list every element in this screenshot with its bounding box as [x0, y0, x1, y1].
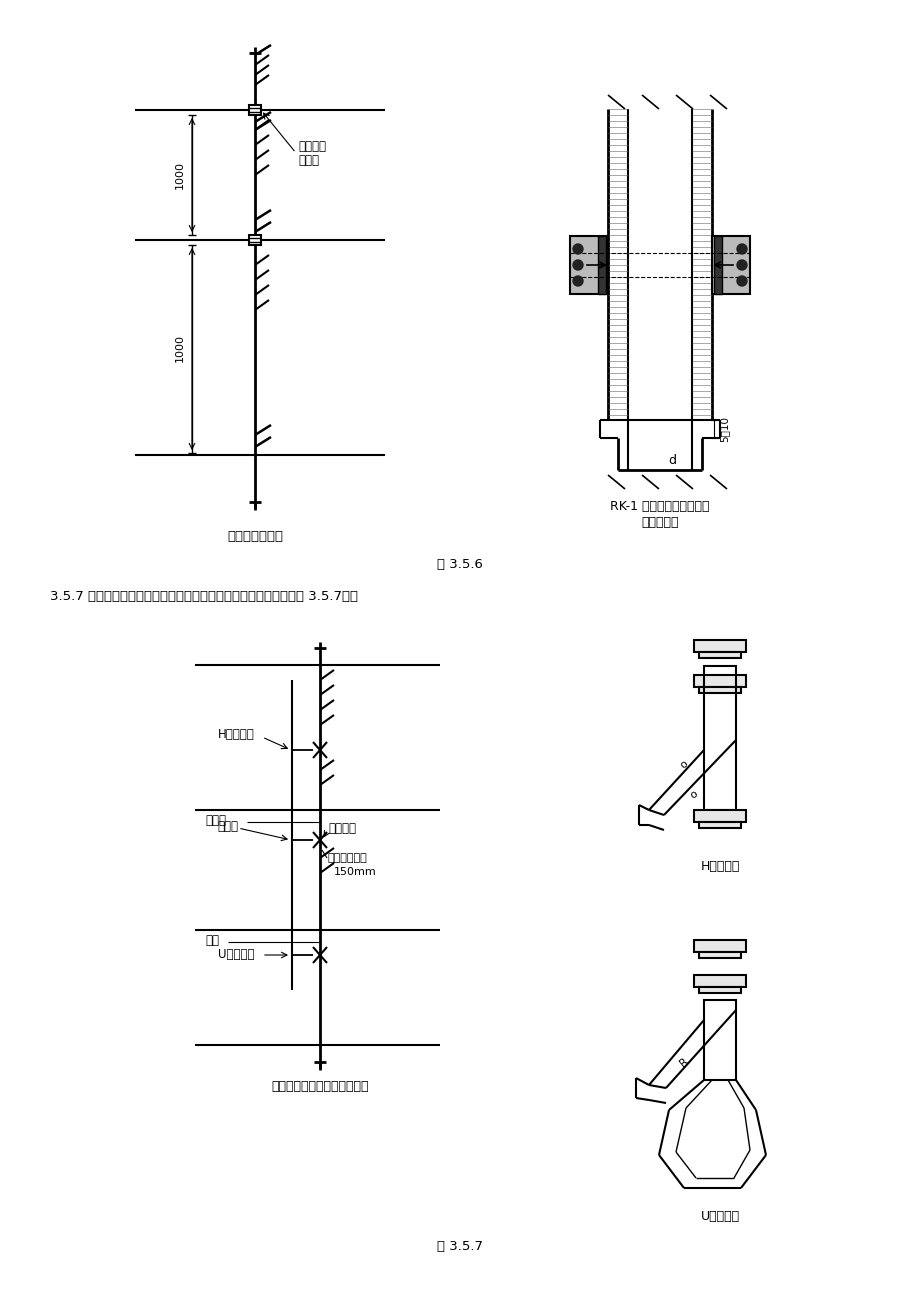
Text: H形透气管: H形透气管 [699, 861, 739, 874]
Bar [698, 687, 740, 693]
Text: d: d [667, 453, 675, 466]
Text: RK-1 型柔性抗震排水铸铁: RK-1 型柔性抗震排水铸铁 [609, 500, 709, 513]
Bar [693, 810, 745, 822]
Text: 底层: 底层 [205, 934, 219, 947]
Bar [703, 667, 735, 810]
Text: R: R [677, 1056, 689, 1069]
Text: 卫生洁具上缘: 卫生洁具上缘 [328, 853, 368, 863]
Bar [570, 236, 607, 294]
Text: 见右图: 见右图 [298, 154, 319, 167]
Text: 污水立管示意图: 污水立管示意图 [227, 530, 283, 543]
Text: o: o [687, 789, 698, 801]
Bar [698, 952, 740, 958]
Text: 3.5.7 高层建筑采用辅助透气管，可采用辅助透气异型管件连接（图 3.5.7）。: 3.5.7 高层建筑采用辅助透气管，可采用辅助透气异型管件连接（图 3.5.7）… [50, 590, 357, 603]
Text: H型透气管: H型透气管 [218, 729, 255, 742]
Circle shape [736, 243, 746, 254]
Text: 1000: 1000 [175, 161, 185, 189]
Bar [698, 652, 740, 658]
Text: 管接口样图: 管接口样图 [641, 516, 678, 529]
Circle shape [736, 276, 746, 286]
Bar [698, 822, 740, 828]
Text: 柔性接头: 柔性接头 [298, 141, 325, 154]
Text: 1000: 1000 [175, 333, 185, 362]
Bar [698, 987, 740, 993]
Circle shape [736, 260, 746, 270]
Bar [693, 641, 745, 652]
Bar [693, 674, 745, 687]
Text: 150mm: 150mm [334, 867, 377, 878]
Text: o: o [677, 759, 689, 771]
Text: 图 3.5.6: 图 3.5.6 [437, 559, 482, 572]
Circle shape [573, 260, 583, 270]
Bar [693, 975, 745, 987]
Text: U形透气管: U形透气管 [699, 1210, 739, 1223]
Text: 透气管: 透气管 [217, 819, 238, 832]
Text: 污水立管: 污水立管 [328, 822, 356, 835]
Circle shape [573, 243, 583, 254]
Bar [713, 236, 721, 294]
Bar [249, 234, 261, 245]
Text: 污水立管、辅助透气管示意图: 污水立管、辅助透气管示意图 [271, 1079, 369, 1092]
Bar [693, 940, 745, 952]
Text: 图 3.5.7: 图 3.5.7 [437, 1240, 482, 1253]
Text: 中间层: 中间层 [205, 814, 226, 827]
Circle shape [573, 276, 583, 286]
Bar [597, 236, 606, 294]
Bar [711, 236, 749, 294]
Text: U型透气管: U型透气管 [218, 948, 255, 961]
Bar [249, 105, 261, 115]
Text: 5～10: 5～10 [719, 417, 728, 441]
Bar [703, 1000, 735, 1079]
